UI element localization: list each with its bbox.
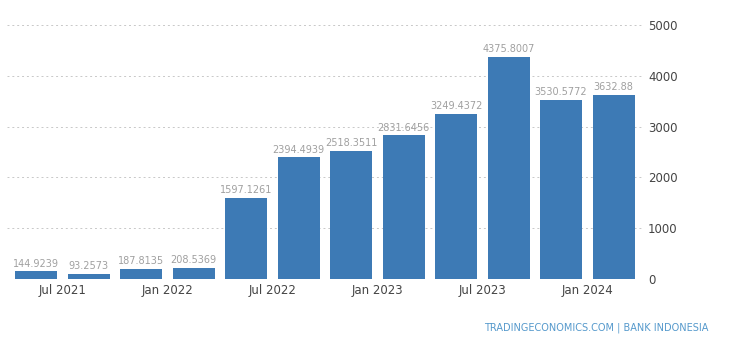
Text: 93.2573: 93.2573 bbox=[69, 261, 109, 271]
Text: 2518.3511: 2518.3511 bbox=[325, 138, 377, 148]
Bar bbox=[225, 198, 267, 279]
Bar bbox=[488, 57, 529, 279]
Text: 2394.4939: 2394.4939 bbox=[272, 144, 325, 155]
Bar bbox=[277, 157, 320, 279]
Bar bbox=[593, 95, 634, 279]
Bar bbox=[435, 114, 477, 279]
Bar bbox=[383, 135, 425, 279]
Text: 3249.4372: 3249.4372 bbox=[430, 101, 483, 111]
Text: TRADINGECONOMICS.COM | BANK INDONESIA: TRADINGECONOMICS.COM | BANK INDONESIA bbox=[484, 323, 708, 333]
Bar bbox=[172, 268, 215, 279]
Text: 4375.8007: 4375.8007 bbox=[483, 44, 535, 54]
Bar bbox=[120, 269, 162, 279]
Text: 3530.5772: 3530.5772 bbox=[535, 87, 588, 97]
Bar bbox=[15, 271, 57, 279]
Text: 187.8135: 187.8135 bbox=[118, 256, 164, 267]
Text: 2831.6456: 2831.6456 bbox=[377, 122, 430, 133]
Bar bbox=[68, 274, 110, 279]
Bar bbox=[540, 100, 582, 279]
Text: 1597.1261: 1597.1261 bbox=[220, 185, 272, 195]
Text: 3632.88: 3632.88 bbox=[593, 82, 634, 92]
Text: 208.5369: 208.5369 bbox=[171, 255, 217, 266]
Text: 144.9239: 144.9239 bbox=[13, 259, 59, 269]
Bar bbox=[330, 151, 372, 279]
